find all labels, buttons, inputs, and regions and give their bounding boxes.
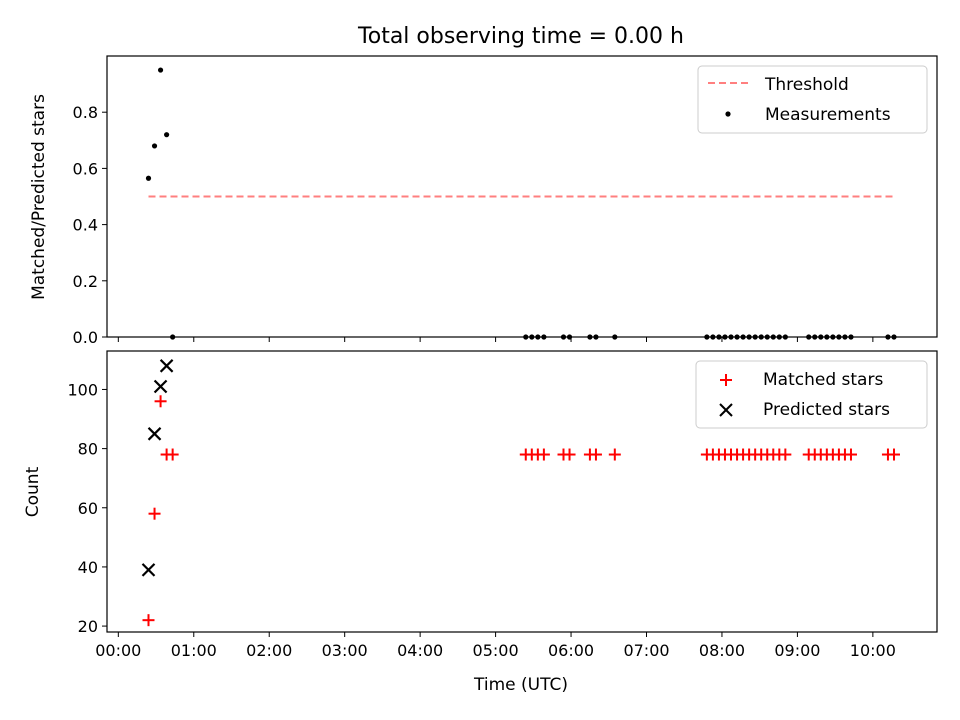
x-tick-label: 06:00 (548, 641, 594, 660)
predicted-star-point (141, 563, 156, 577)
count-plot-area (141, 359, 900, 627)
x-tick-label: 03:00 (322, 641, 368, 660)
x-tick-label: 02:00 (246, 641, 292, 660)
series-matched-stars (142, 395, 900, 627)
ratio-axis-ticks: 0.0 0.2 0.4 0.6 0.8 (73, 103, 874, 347)
ratio-legend-box (697, 65, 928, 134)
x-tick-label: 00:00 (95, 641, 141, 660)
matched-star-point (779, 448, 792, 461)
matched-star-point (148, 507, 161, 520)
legend-threshold-label: Threshold (764, 75, 849, 95)
y-tick-label: 0.2 (73, 272, 98, 291)
predicted-star-point (153, 379, 168, 394)
x-tick-label: 07:00 (623, 641, 669, 660)
y-tick-label: 0.0 (73, 328, 98, 347)
y-tick-label: 40 (78, 558, 98, 577)
series-predicted-stars (141, 359, 174, 577)
measurement-point (164, 132, 170, 138)
matched-star-point (589, 448, 602, 461)
y-tick-label: 0.6 (73, 159, 98, 178)
count-legend-box (695, 360, 928, 429)
matched-star-point (166, 448, 179, 461)
predicted-star-point (147, 427, 162, 441)
measurement-point (151, 143, 158, 149)
matched-star-point (537, 448, 550, 461)
legend-matched-label: Matched stars (763, 370, 883, 390)
ratio-axes-frame (106, 55, 938, 338)
matched-star-point (142, 614, 155, 627)
matched-star-point (563, 448, 576, 461)
count-y-axis-label: Count (23, 466, 43, 517)
count-axis-ticks: 00:00 01:00 02:00 03:00 04:00 05:00 06:00 07:00… (67, 380, 895, 660)
ratio-legend: Threshold Measurements (697, 65, 928, 134)
y-tick-label: 80 (78, 440, 98, 459)
time-x-axis-label: Time (UTC) (473, 675, 568, 695)
measurement-point (145, 175, 152, 181)
y-tick-label: 0.4 (73, 216, 98, 235)
y-tick-label: 20 (78, 617, 98, 636)
matched-star-point (887, 448, 900, 461)
x-tick-label: 08:00 (699, 641, 745, 660)
matched-star-point (154, 395, 167, 408)
x-tick-label: 04:00 (397, 641, 443, 660)
y-tick-label: 0.8 (73, 103, 98, 122)
chart-title: Total observing time = 0.00 h (357, 24, 684, 49)
x-tick-label: 05:00 (473, 641, 519, 660)
count-axes-frame (106, 350, 938, 633)
y-tick-label: 60 (78, 499, 98, 518)
matched-star-point (844, 448, 857, 461)
ratio-y-axis-label: Matched/Predicted stars (29, 94, 49, 300)
legend-predicted-label: Predicted stars (763, 400, 890, 420)
x-tick-label: 10:00 (850, 641, 896, 660)
x-tick-label: 01:00 (171, 641, 217, 660)
count-panel: Count Time (UTC) 00:00 01:00 02:00 03:00 04:… (23, 350, 938, 695)
legend-measurements-swatch (725, 111, 731, 117)
x-tick-label: 09:00 (774, 641, 820, 660)
count-legend: Matched stars Predicted stars (695, 360, 928, 429)
y-tick-label: 100 (67, 380, 98, 399)
predicted-star-point (159, 359, 174, 373)
ratio-panel: Total observing time = 0.00 h Matched/Pr… (29, 24, 938, 347)
legend-measurements-label: Measurements (765, 105, 891, 125)
matched-star-point (608, 448, 621, 461)
legend-predicted-swatch (719, 403, 733, 417)
measurement-point (157, 67, 164, 73)
legend-matched-swatch (720, 374, 732, 386)
